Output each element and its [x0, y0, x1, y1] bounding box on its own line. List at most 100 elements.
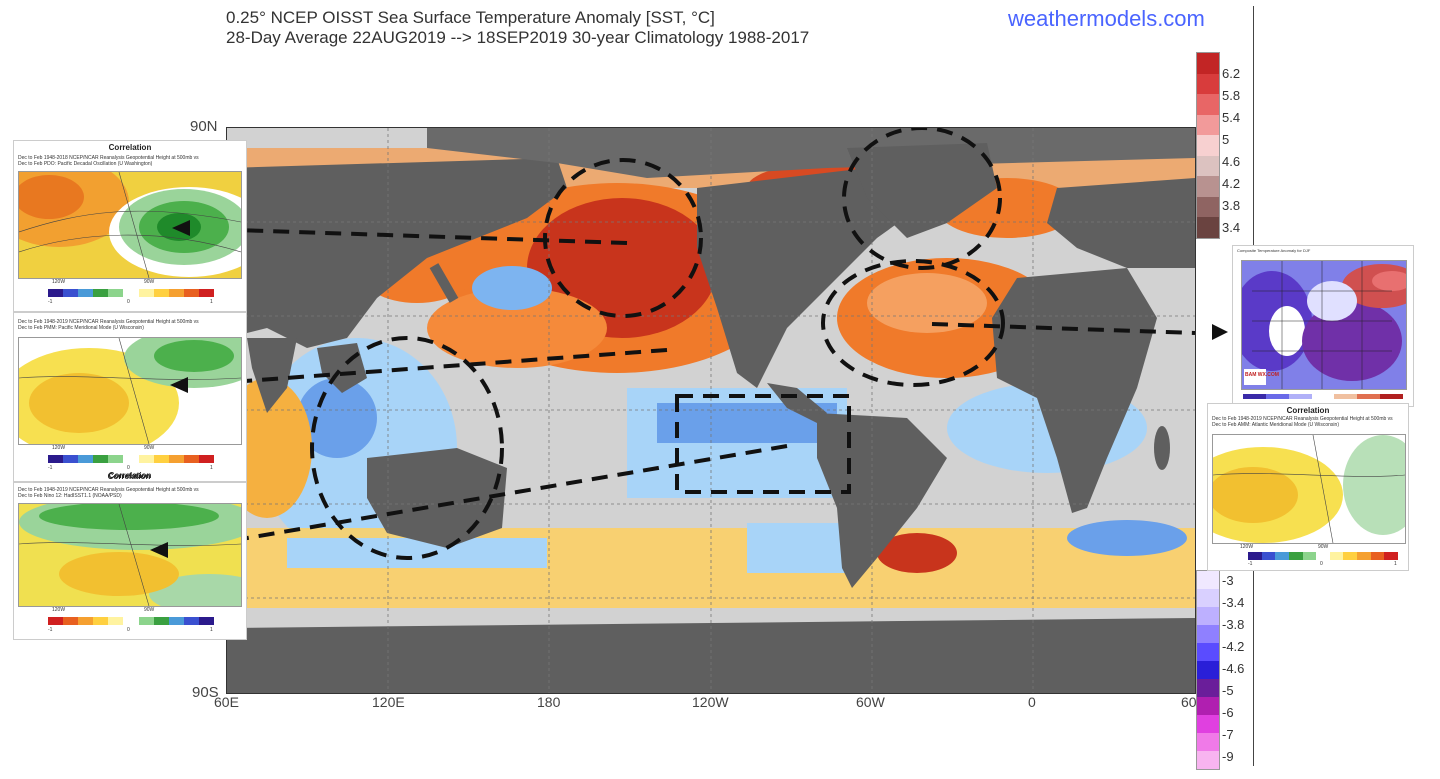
graticule [227, 128, 1195, 693]
inset-pdo-scale-max: 1 [210, 299, 213, 305]
samerica-land [817, 413, 947, 588]
japan-land [429, 263, 459, 303]
cool-colorbar-cell-2 [1197, 607, 1219, 625]
inset-amm-scale-min: -1 [1248, 561, 1253, 567]
inset-nino-lon-b: 90W [144, 607, 155, 613]
inset-amm-title: Correlation [1286, 406, 1330, 415]
warm-colorbar-tick: 5.4 [1222, 110, 1241, 125]
cool-colorbar-cell-8 [1197, 715, 1219, 733]
cool-colorbar-cell-7 [1197, 697, 1219, 715]
south-cool-1 [287, 538, 547, 568]
warm-colorbar-cell-7 [1197, 196, 1219, 217]
inset-pmm-title: Correlation [108, 471, 152, 480]
lon-label-180: 180 [537, 694, 561, 710]
namerica-land [697, 168, 947, 388]
cool-colorbar [1196, 570, 1220, 770]
inset-pmm: Dec to Feb 1948-2019 NCEP/NCAR Reanalysi… [13, 312, 247, 482]
inset-amm-map [1212, 434, 1406, 544]
cool-colorbar-cell-1 [1197, 589, 1219, 607]
warm-colorbar-tick: 4.6 [1222, 154, 1241, 169]
camerica-land [767, 383, 827, 423]
south-ind-cool [1067, 520, 1187, 556]
inset-pmm-line2: Dec to Feb PMM: Pacific Meridional Mode … [18, 325, 144, 331]
inset-nino: Dec to Feb 1948-2019 NCEP/NCAR Reanalysi… [13, 482, 247, 640]
cool-colorbar-tick: -7 [1222, 727, 1234, 742]
lat-label-south: 90S [192, 684, 219, 701]
warm-colorbar-cell-6 [1197, 176, 1219, 197]
inset-pdo-scale [48, 289, 215, 297]
land-masses [227, 128, 1195, 693]
arrowhead-pmm [170, 377, 188, 393]
inset-nino-scale [48, 617, 215, 625]
cool-colorbar-cell-10 [1197, 751, 1219, 769]
warm-colorbar [1196, 52, 1220, 239]
cool-colorbar-cell-3 [1197, 625, 1219, 643]
arctic-land [427, 128, 1195, 178]
warm-colorbar-cell-5 [1197, 155, 1219, 176]
warm-colorbar-tick: 4.2 [1222, 176, 1241, 191]
natl-circle [842, 128, 1002, 270]
lon-label-120e: 120E [372, 694, 405, 710]
cool-colorbar-tick: -4.6 [1222, 661, 1245, 676]
cool-colorbar-cell-4 [1197, 643, 1219, 661]
inset-amm: Correlation Dec to Feb 1948-2019 NCEP/NC… [1207, 403, 1409, 571]
warm-colorbar-cell-0 [1197, 53, 1219, 74]
inset-amm-lon-a: 120W [1240, 544, 1254, 550]
inset-pmm-scale-min: -1 [48, 465, 53, 471]
npac-circle [543, 158, 703, 318]
inset-pdo-lon-b: 90W [144, 279, 155, 285]
pointer-arrows [227, 227, 1195, 544]
lon-label-60w: 60W [856, 694, 885, 710]
warm-colorbar-cell-4 [1197, 135, 1219, 156]
sst-anomaly-map [226, 127, 1196, 694]
inset-pmm-line1: Dec to Feb 1948-2019 NCEP/NCAR Reanalysi… [18, 319, 199, 325]
cool-colorbar-tick: -4.2 [1222, 639, 1245, 654]
inset-nino-scale-max: 1 [210, 627, 213, 633]
inset-amm-scale-mid: 0 [1320, 561, 1323, 567]
indo-circle [310, 336, 504, 560]
warm-colorbar-tick: 5.8 [1222, 88, 1241, 103]
inset-composite-title: Composite Temperature Anomaly for DJF [1237, 248, 1311, 253]
natl-warm-core [867, 273, 987, 333]
arrowhead-amm [1212, 324, 1228, 340]
lat-label-north: 90N [190, 118, 218, 135]
inset-pdo-map [18, 171, 242, 279]
indo-cool-core [297, 378, 377, 458]
arrowhead-pdo [172, 220, 190, 236]
npac-cool-spot [472, 266, 552, 310]
inset-amm-scale [1248, 552, 1399, 560]
cool-colorbar-cell-6 [1197, 679, 1219, 697]
inset-composite-scale [1243, 394, 1404, 399]
warm-colorbar-tick: 3.8 [1222, 198, 1241, 213]
warm-colorbar-cell-8 [1197, 217, 1219, 238]
inset-pdo-line1: Dec to Feb 1948-2018 NCEP/NCAR Reanalysi… [18, 155, 199, 161]
arrowhead-nino [150, 542, 168, 558]
inset-nino-scale-mid: 0 [127, 627, 130, 633]
map-title: 0.25° NCEP OISST Sea Surface Temperature… [226, 8, 715, 27]
inset-pdo-scale-mid: 0 [127, 299, 130, 305]
cool-colorbar-tick: -3 [1222, 573, 1234, 588]
inset-amm-line2: Dec to Feb AMM: Atlantic Meridional Mode… [1212, 422, 1339, 428]
atlantic-circle [821, 259, 1005, 387]
npac-warm-west [427, 288, 607, 368]
cool-colorbar-cell-0 [1197, 571, 1219, 589]
inset-pdo: Correlation Dec to Feb 1948-2018 NCEP/NC… [13, 140, 247, 312]
europe-land [1047, 178, 1195, 268]
lon-label-60e: 60E [214, 694, 239, 710]
inset-nino-lon-a: 120W [52, 607, 66, 613]
greenland-land [847, 143, 997, 238]
australia-land [367, 448, 507, 548]
inset-nino-line1: Dec to Feb 1948-2019 NCEP/NCAR Reanalysi… [18, 487, 199, 493]
inset-amm-line1: Dec to Feb 1948-2019 NCEP/NCAR Reanalysi… [1212, 416, 1393, 422]
annotations [310, 128, 1005, 560]
wind-warm [227, 378, 312, 518]
inset-pmm-scale [48, 455, 215, 463]
inset-pmm-map [18, 337, 242, 445]
cool-colorbar-tick: -9 [1222, 749, 1234, 764]
warm-colorbar-cell-3 [1197, 114, 1219, 135]
inset-nino-map [18, 503, 242, 607]
cool-colorbar-tick: -3.8 [1222, 617, 1245, 632]
lon-label-120w: 120W [692, 694, 729, 710]
